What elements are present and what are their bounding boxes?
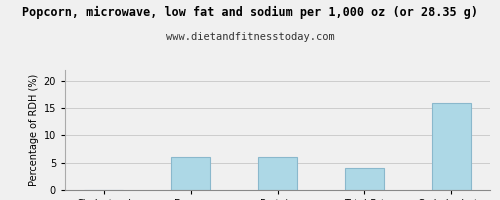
- Text: www.dietandfitnesstoday.com: www.dietandfitnesstoday.com: [166, 32, 334, 42]
- Text: Popcorn, microwave, low fat and sodium per 1,000 oz (or 28.35 g): Popcorn, microwave, low fat and sodium p…: [22, 6, 478, 19]
- Bar: [171, 157, 210, 190]
- Bar: [432, 103, 470, 190]
- Y-axis label: Percentage of RDH (%): Percentage of RDH (%): [30, 74, 40, 186]
- Bar: [345, 168, 384, 190]
- Bar: [258, 157, 297, 190]
